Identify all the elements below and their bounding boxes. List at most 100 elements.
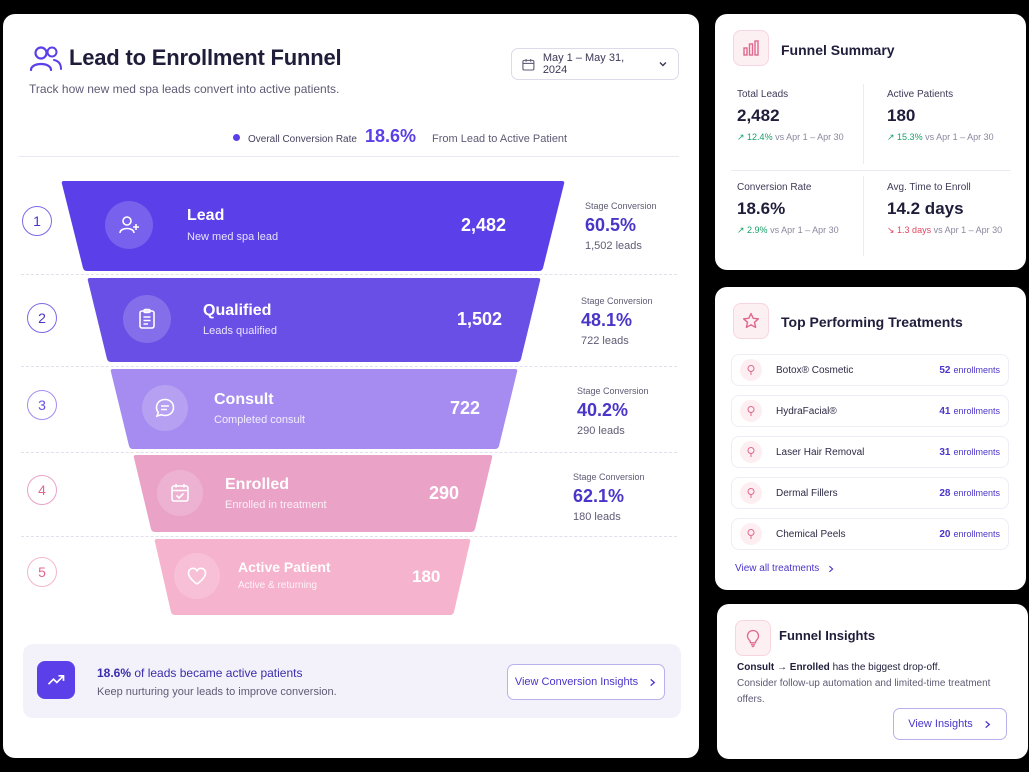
funnel-stage-enrolled[interactable]: Enrolled Enrolled in treatment 290 (133, 455, 493, 532)
date-range-picker[interactable]: May 1 – May 31, 2024 (511, 48, 679, 80)
user-plus-icon (105, 201, 153, 249)
step-number-2: 2 (27, 303, 57, 333)
funnel-stage-lead[interactable]: Lead New med spa lead 2,482 (61, 181, 565, 271)
insights-title: Funnel Insights (779, 628, 876, 643)
treatment-icon (740, 400, 762, 422)
overall-label: Overall Conversion Rate (248, 134, 357, 145)
date-range-label: May 1 – May 31, 2024 (542, 52, 625, 76)
treatment-unit: enrollments (953, 529, 1000, 539)
overall-dot (233, 134, 240, 141)
treatment-name: Botox® Cosmetic (776, 364, 854, 376)
conversion-label: Stage Conversion (577, 386, 649, 396)
funnel-stage-qualified[interactable]: Qualified Leads qualified 1,502 (87, 278, 541, 362)
metric-value: 14.2 days (887, 199, 964, 218)
funnel-insights-card: Funnel Insights Consult → Enrolled has t… (717, 604, 1028, 759)
star-icon (733, 303, 769, 339)
metric-total-leads: Total Leads 2,482 ↗ 12.4% vs Apr 1 – Apr… (737, 89, 844, 143)
banner-highlight: 18.6% (97, 666, 132, 680)
conversion-count: 722 leads (581, 335, 629, 347)
metric-value: 2,482 (737, 106, 780, 125)
users-icon (29, 46, 62, 72)
divider (863, 84, 864, 164)
funnel-stage-consult[interactable]: Consult Completed consult 722 (110, 369, 518, 449)
funnel-stage-active-patient[interactable]: Active Patient Active & returning 180 (154, 539, 471, 615)
treatment-count: 31 (939, 446, 951, 458)
treatment-icon (740, 523, 762, 545)
overall-from: From Lead to Active Patient (431, 133, 568, 145)
view-all-label: View all treatments (735, 563, 820, 574)
delta-compare: vs Apr 1 – Apr 30 (770, 225, 839, 235)
conversion-label: Stage Conversion (581, 296, 653, 306)
step-number-4: 4 (27, 475, 57, 505)
divider (19, 156, 679, 157)
clipboard-icon (123, 295, 171, 343)
delta-value: 15.3% (897, 132, 923, 142)
stage-count: 722 (450, 398, 481, 418)
chevron-right-icon (829, 565, 834, 572)
stage-name: Consult (214, 391, 274, 408)
metric-conversion-rate: Conversion Rate 18.6% ↗ 2.9% vs Apr 1 – … (737, 182, 839, 236)
treatment-unit: enrollments (953, 406, 1000, 416)
stage-conversion-2: Stage Conversion 48.1% 722 leads (581, 296, 653, 347)
stage-desc: Enrolled in treatment (225, 499, 327, 511)
conversion-count: 1,502 leads (585, 240, 642, 252)
stage-conversion-4: Stage Conversion 62.1% 180 leads (573, 472, 645, 523)
treatment-count: 20 (939, 528, 951, 540)
chevron-right-icon (650, 678, 656, 686)
lightbulb-icon (735, 620, 771, 656)
treatment-row[interactable]: Dermal Fillers 28 enrollments (731, 477, 1009, 509)
row-separator (21, 274, 677, 275)
metric-delta: ↗ 12.4% vs Apr 1 – Apr 30 (737, 132, 844, 142)
stage-shape (61, 181, 565, 271)
stage-count: 180 (412, 567, 441, 586)
insight-rest: has the biggest drop-off. (832, 662, 941, 673)
metric-value: 18.6% (737, 199, 786, 218)
insight-arrow: → (777, 662, 787, 673)
stage-name: Enrolled (225, 476, 290, 493)
metric-value: 180 (887, 106, 916, 125)
treatment-icon (740, 482, 762, 504)
stage-count: 1,502 (457, 309, 503, 329)
insight-body: Consider follow-up automation and limite… (737, 678, 991, 705)
banner-subtitle: Keep nurturing your leads to improve con… (97, 686, 337, 698)
treatment-unit: enrollments (953, 365, 1000, 375)
delta-value: 12.4% (747, 132, 773, 142)
view-all-treatments-link[interactable]: View all treatments (735, 563, 835, 574)
treatment-unit: enrollments (953, 447, 1000, 457)
heart-icon (174, 553, 220, 599)
stage-shape (154, 539, 471, 615)
conversion-value: 60.5% (585, 215, 637, 235)
view-insights-button[interactable]: View Insights (893, 708, 1007, 740)
metric-label: Conversion Rate (737, 182, 812, 193)
stage-desc: New med spa lead (187, 231, 279, 243)
treatment-row[interactable]: Chemical Peels 20 enrollments (731, 518, 1009, 550)
stage-desc: Active & returning (238, 580, 317, 591)
insight-to: Enrolled (789, 662, 830, 673)
treatment-icon (740, 441, 762, 463)
overall-value: 18.6% (364, 126, 416, 146)
treatment-unit: enrollments (953, 488, 1000, 498)
delta-compare: vs Apr 1 – Apr 30 (775, 132, 844, 142)
treatment-name: Chemical Peels (776, 528, 846, 540)
bar-chart-icon (733, 30, 769, 66)
top-treatments-card: Top Performing Treatments Botox® Cosmeti… (715, 287, 1026, 590)
treatment-count: 28 (939, 487, 951, 499)
page-title: Lead to Enrollment Funnel (69, 45, 342, 70)
metric-label: Total Leads (737, 89, 789, 100)
funnel-summary-card: Funnel Summary Total Leads 2,482 ↗ 12.4%… (715, 14, 1026, 270)
stage-count: 290 (429, 483, 460, 503)
treatment-row[interactable]: HydraFacial® 41 enrollments (731, 395, 1009, 427)
stage-conversion-1: Stage Conversion 60.5% 1,502 leads (585, 201, 657, 252)
conversion-label: Stage Conversion (573, 472, 645, 482)
chat-icon (142, 385, 188, 431)
treatment-row[interactable]: Laser Hair Removal 31 enrollments (731, 436, 1009, 468)
stage-name: Active Patient (238, 559, 331, 575)
metric-delta: ↗ 2.9% vs Apr 1 – Apr 30 (737, 225, 839, 235)
metric-label: Active Patients (887, 89, 954, 100)
conversion-value: 62.1% (573, 486, 625, 506)
stage-desc: Completed consult (214, 414, 306, 426)
treatments-title: Top Performing Treatments (781, 314, 963, 330)
treatment-row[interactable]: Botox® Cosmetic 52 enrollments (731, 354, 1009, 386)
view-conversion-insights-button[interactable]: View Conversion Insights (507, 664, 665, 700)
metric-label: Avg. Time to Enroll (887, 182, 971, 193)
